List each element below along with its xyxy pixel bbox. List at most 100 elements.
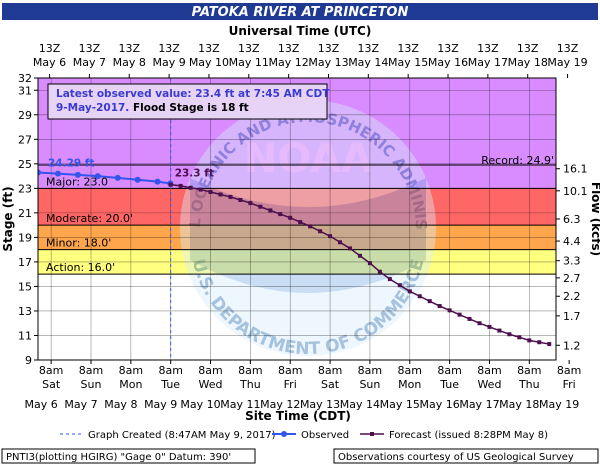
bottom-tick-date: May 14	[340, 398, 380, 411]
top-tick-date: May 6	[33, 56, 66, 69]
top-tick-label: 13Z	[278, 42, 300, 55]
forecast-point	[308, 224, 313, 229]
bottom-tick-date: May 12	[260, 398, 300, 411]
bottom-tick-day: Tue	[160, 378, 180, 391]
y-tick-label: 23	[18, 182, 32, 195]
top-tick-label: 13Z	[198, 42, 220, 55]
top-tick-date: May 17	[468, 56, 508, 69]
forecast-point	[407, 289, 412, 294]
forecast-point	[427, 299, 432, 304]
bottom-tick-date: May 16	[419, 398, 459, 411]
forecast-point	[218, 192, 223, 197]
annotation-line1: Latest observed value: 23.4 ft at 7:45 A…	[56, 88, 330, 100]
top-axis-label: Universal Time (UTC)	[229, 24, 372, 38]
y-axis-title: Stage (ft)	[1, 186, 15, 251]
bottom-tick-time: 8am	[198, 364, 222, 377]
y2-tick-label: 1.7	[563, 310, 581, 323]
latest-value-annotation: Latest observed value: 23.4 ft at 7:45 A…	[47, 83, 330, 120]
forecast-point	[208, 190, 213, 195]
title-bar	[2, 3, 598, 20]
y2-tick-label: 2.2	[563, 290, 581, 303]
forecast-start-label: 23.3 ft	[175, 168, 214, 180]
top-tick-date: May 8	[113, 56, 146, 69]
y-tick-label: 21	[18, 207, 32, 220]
legend: Graph Created (8:47AM May 9, 2017) Obser…	[60, 430, 548, 441]
forecast-point	[228, 194, 233, 199]
y2-axis-ticks: 1.2 1.7 2.2 2.7 3.3 4.4 6.3 10.1 16.1	[556, 163, 588, 352]
bottom-tick-date: May 10	[180, 398, 220, 411]
forecast-point	[537, 340, 542, 345]
x-axis-title: Site Time (CDT)	[245, 409, 351, 423]
observed-point	[114, 174, 121, 181]
bottom-tick-time: 8am	[39, 364, 63, 377]
bottom-tick-day: Tue	[439, 378, 459, 391]
bottom-tick-date: May 8	[104, 398, 137, 411]
observed-point	[94, 173, 101, 180]
footer-right-box	[333, 448, 599, 464]
record-label: Record: 24.9'	[481, 154, 554, 167]
point-labels: 24.29 ft 23.3 ft	[48, 158, 214, 180]
bottom-tick-time: 8am	[398, 364, 422, 377]
bottom-tick-day: Fri	[563, 378, 576, 391]
bottom-tick-time: 8am	[158, 364, 182, 377]
bottom-tick-day: Thu	[518, 378, 540, 391]
chart-title: PATOKA RIVER AT PRINCETON	[192, 5, 409, 20]
forecast-point	[547, 342, 552, 347]
legend-observed: Observed	[301, 430, 349, 441]
forecast-point	[357, 253, 362, 258]
bottom-tick-time: 8am	[358, 364, 382, 377]
top-tick-date: May 13	[308, 56, 348, 69]
bottom-tick-day: Wed	[199, 378, 223, 391]
footer-left: PNTI3(plotting HGIRG) "Gage 0" Datum: 39…	[6, 452, 231, 463]
forecast-point	[517, 335, 522, 340]
top-tick-date: May 12	[269, 56, 309, 69]
bottom-tick-date: May 19	[539, 398, 579, 411]
annotation-line2: 9-May-2017. Flood Stage is 18 ft	[56, 102, 249, 114]
observed-start-label: 24.29 ft	[48, 158, 94, 170]
forecast-point	[467, 316, 472, 321]
forecast-point	[268, 208, 273, 213]
top-tick-label: 13Z	[238, 42, 260, 55]
y2-tick-label: 10.1	[563, 185, 588, 198]
forecast-point	[417, 294, 422, 299]
bottom-tick-date: May 9	[144, 398, 177, 411]
forecast-point	[278, 212, 283, 217]
bottom-tick-day: Wed	[477, 378, 501, 391]
y-tick-label: 31	[18, 84, 32, 97]
bottom-tick-date: May 13	[300, 398, 340, 411]
top-tick-label: 13Z	[79, 42, 101, 55]
observed-point	[54, 170, 61, 177]
forecast-point	[258, 204, 263, 209]
bottom-tick-day: Sat	[321, 378, 340, 391]
top-tick-date: May 19	[547, 56, 587, 69]
observed-line	[38, 171, 171, 185]
bottom-tick-date: May 6	[25, 398, 58, 411]
forecast-point	[288, 215, 293, 220]
bottom-tick-time: 8am	[517, 364, 541, 377]
forecast-point	[487, 324, 492, 329]
bottom-tick-date: May 11	[220, 398, 260, 411]
y-tick-label: 15	[18, 280, 32, 293]
top-tick-label: 13Z	[39, 42, 61, 55]
forecast-point	[367, 261, 372, 266]
observed-point	[134, 176, 141, 183]
noaa-logo-bird	[190, 178, 426, 293]
flood-band-action	[38, 249, 556, 275]
flood-category-labels: Action: 16.0' Minor: 18.0' Moderate: 20.0'…	[46, 154, 554, 274]
bottom-tick-date: May 7	[64, 398, 97, 411]
annotation-date: 9-May-2017.	[56, 102, 129, 114]
legend-forecast: Forecast (issued 8:28PM May 8)	[389, 430, 548, 441]
forecast-point	[457, 312, 462, 317]
noaa-logo-icon	[180, 100, 436, 356]
forecast-point	[338, 240, 343, 245]
bottom-tick-day: Sun	[81, 378, 102, 391]
y-tick-label: 11	[18, 329, 32, 342]
bottom-tick-date: May 15	[380, 398, 420, 411]
y-tick-label: 32	[18, 72, 32, 85]
bottom-tick-date: May 17	[459, 398, 499, 411]
forecast-point	[477, 321, 482, 326]
top-tick-date: May 15	[388, 56, 428, 69]
